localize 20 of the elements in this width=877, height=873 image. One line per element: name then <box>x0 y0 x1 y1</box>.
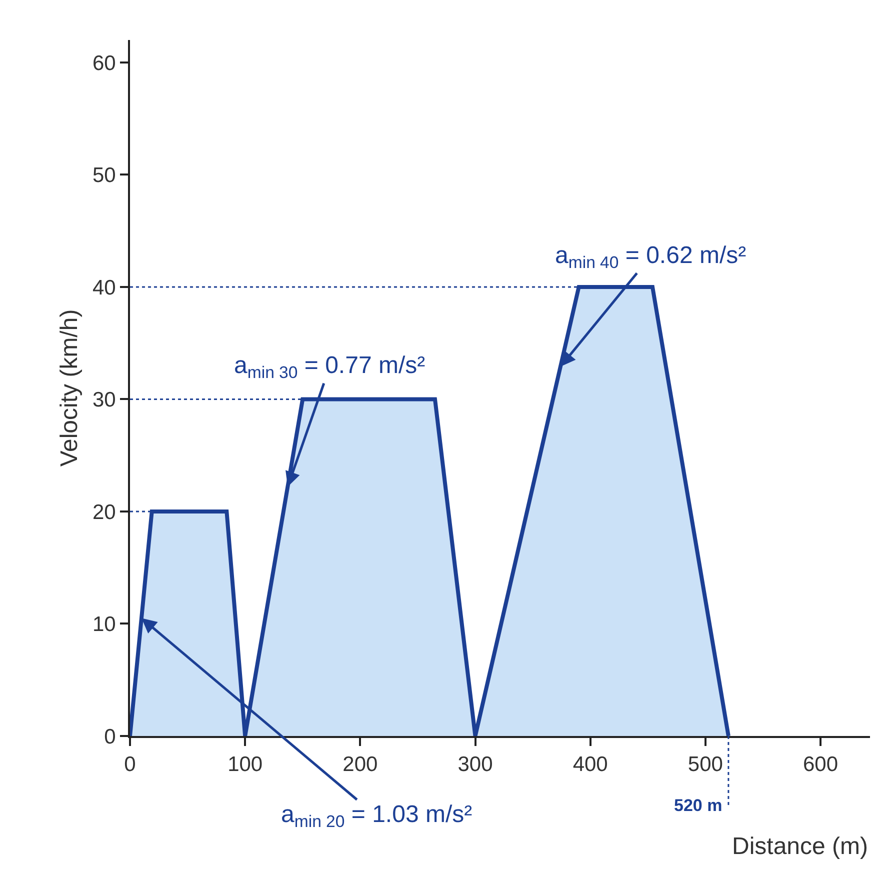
y-tick-label: 0 <box>104 725 116 748</box>
y-tick-label: 10 <box>92 613 116 636</box>
x-tick-label: 400 <box>572 753 608 776</box>
x-tick-label: 600 <box>802 753 838 776</box>
x-tick-label: 300 <box>458 753 493 776</box>
y-tick-label: 50 <box>92 164 116 188</box>
y-tick-label: 60 <box>92 52 116 75</box>
x-tick-label: 0 <box>124 753 136 776</box>
annotation: a$_{min 40}$ = 0.62 m/s² <box>555 242 746 272</box>
annotation: a$_{min 30}$ = 0.77 m/s² <box>234 352 426 382</box>
y-axis-title: Velocity (km/h) <box>56 309 84 467</box>
x-axis-title: Distance (m) <box>732 833 868 860</box>
annotation: a$_{min 20}$ = 1.03 m/s² <box>281 801 472 832</box>
x-tick-label: 500 <box>688 753 723 776</box>
x-tick-label: 200 <box>342 753 378 776</box>
x-tick-label: 100 <box>228 753 263 776</box>
ref-line-label: 520 m <box>674 796 722 815</box>
y-tick-label: 40 <box>92 276 116 300</box>
y-tick-label: 30 <box>92 388 116 412</box>
y-tick-label: 20 <box>92 500 116 524</box>
